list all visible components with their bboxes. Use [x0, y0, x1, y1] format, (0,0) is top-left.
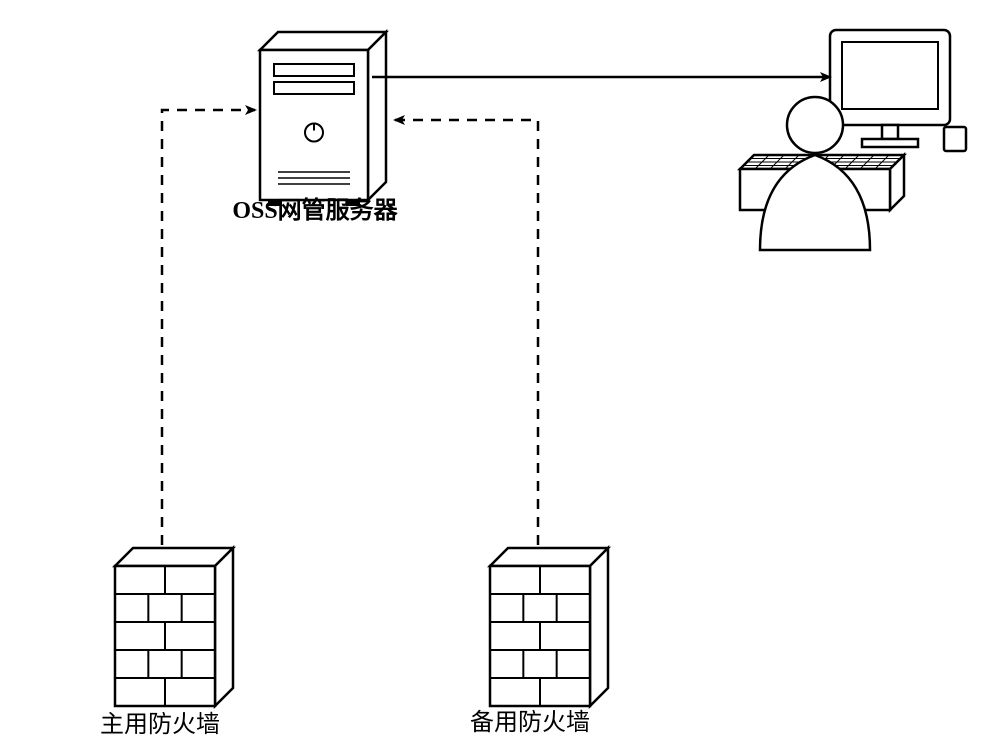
- firewall-backup-icon: [490, 548, 608, 706]
- label-fw_main: 主用防火墙: [100, 711, 220, 738]
- user-workstation-icon: [740, 30, 966, 250]
- label-fw_backup: 备用防火墙: [470, 709, 590, 736]
- edge-fw_main-to-server: [162, 110, 255, 545]
- server-icon: [260, 32, 386, 206]
- firewall-main-icon: [115, 548, 233, 706]
- label-server: OSS网管服务器: [232, 196, 398, 224]
- edge-fw_backup-to-server: [395, 120, 538, 545]
